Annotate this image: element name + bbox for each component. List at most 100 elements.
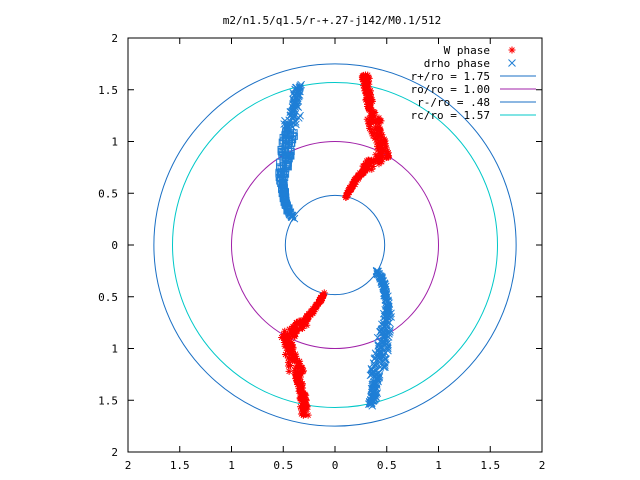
w-phase-point [366,87,374,95]
w-phase-point [292,364,300,372]
w-phase-point [295,387,303,395]
w-phase-point [367,128,375,136]
reference-circles [153,63,517,427]
y-tick-label: 1 [111,343,118,356]
drho-phase-point [368,401,377,410]
w-phase-point [289,356,297,364]
w-phase-point [292,319,300,327]
drho-phase-point [380,361,389,369]
axis-ticks [127,37,543,453]
x-tick-label: 1 [228,459,235,472]
y-tick-label: 2 [111,32,118,45]
legend-label: r+/ro = 1.75 [411,70,490,83]
x-tick-label: 2 [539,459,546,472]
drho-phase-point [387,309,395,318]
w-phase-point [303,321,311,329]
w-phase-point [365,157,373,165]
w-phase-point [366,123,374,131]
drho-phase-point [367,400,376,408]
w-phase-point [286,362,294,370]
w-phase-point [282,340,290,348]
w-phase-point [361,87,369,95]
w-phase-point [285,325,293,333]
w-phase-point [375,114,383,122]
w-phase-point [374,154,382,162]
w-phase-point [281,342,289,350]
legend-label: rc/ro = 1.57 [411,109,490,122]
w-phase-point [298,381,306,389]
w-phase-point [369,117,377,125]
x-tick-label: 1 [435,459,442,472]
y-tick-label: 2 [111,446,118,459]
drho-phase-point [297,80,305,89]
drho-phase-point [381,363,389,371]
w-phase-point [383,147,391,155]
w-phase-point [284,334,292,342]
legend-swatch [508,59,516,67]
x-tick-label: 2 [125,459,132,472]
x-tick-label: 1.5 [170,459,190,472]
chart-title: m2/n1.5/q1.5/r-+.27-j142/M0.1/512 [223,14,442,27]
w-phase-point [285,367,293,375]
y-tick-label: 0.5 [98,187,118,200]
w-phase-point [368,108,376,116]
w-phase-point [375,160,383,168]
y-tick-label: 1.5 [98,84,118,97]
w-phase-point [378,158,386,166]
w-phase-point [292,358,300,366]
w-phase-point [297,397,305,405]
legend-label: r-/ro = .48 [417,96,490,109]
x-tick-label: 1.5 [480,459,500,472]
w-phase-point [376,117,384,125]
y-tick-label: 1 [111,136,118,149]
w-phase-point [297,368,305,376]
w-phase-point [378,131,386,139]
w-phase-point [385,153,393,161]
y-tick-label: 0 [111,239,118,252]
x-tick-labels: 2 1.5 1 0.5 0 0.5 1 1.5 2 [125,459,546,472]
w-phase-point [361,160,369,168]
w-phase-point [360,71,368,79]
w-phase-point [283,330,291,338]
w-phase-point [363,78,371,86]
w-phase-point [298,324,306,332]
legend-label: ro/ro = 1.00 [411,83,490,96]
w-phase-point [363,84,371,92]
w-phase-point [371,125,379,133]
w-phase-point [320,289,328,297]
legend-swatch [508,46,516,54]
w-phase-point [373,130,381,138]
w-phase-point [278,333,286,341]
w-phase-point [360,162,368,170]
w-phase-point [363,115,371,123]
w-phase-point [295,317,303,325]
w-phase-point [372,151,380,159]
y-tick-labels: 2 1.5 1 0.5 0 0.5 1 1.5 2 [98,32,118,459]
w-phase-point [298,406,306,414]
w-phase-point [284,354,292,362]
w-phase-point [283,346,291,354]
drho-phase-point [385,330,393,338]
w-phase-point [375,126,383,134]
w-phase-point [296,375,304,383]
w-phase-point [281,327,289,335]
w-phase-point [299,399,307,407]
w-phase-point [291,332,299,340]
w-phase-point [373,135,381,143]
circle-r-0-48 [284,194,386,296]
w-phase-point [304,411,312,419]
w-phase-point [289,343,297,351]
drho-phase-point [291,83,300,92]
x-tick-label: 0.5 [273,459,293,472]
drho-phase-point [382,337,391,345]
w-phase-point [302,391,310,399]
data-points [275,71,395,419]
w-phase-point [301,320,309,328]
y-tick-label: 0.5 [98,291,118,304]
drho-phase-point [291,85,299,94]
y-tick-label: 1.5 [98,394,118,407]
w-phase-point [281,350,289,358]
w-phase-point [362,96,370,104]
